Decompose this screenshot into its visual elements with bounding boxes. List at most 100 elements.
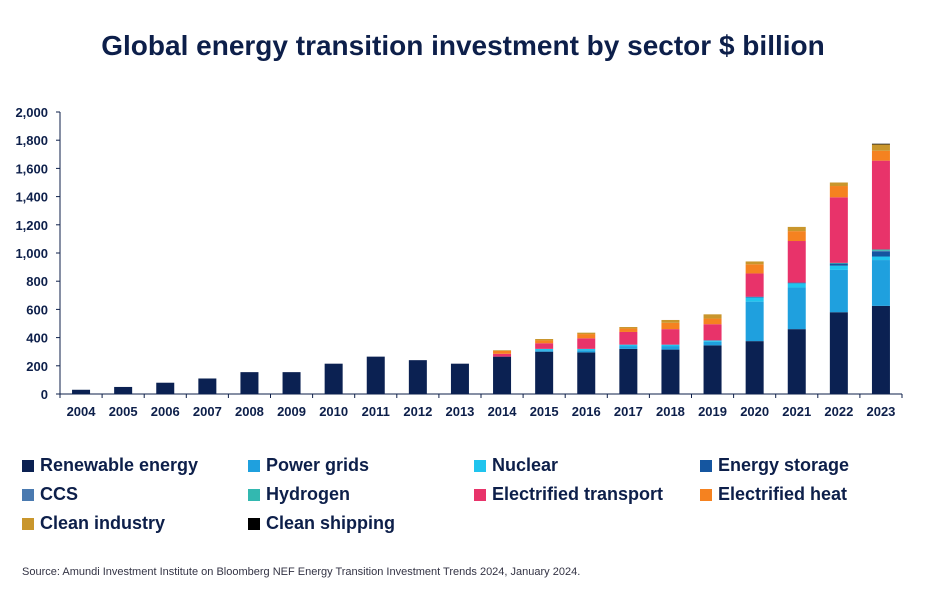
- legend-label: Electrified heat: [718, 484, 848, 504]
- legend-item: Power grids: [248, 455, 369, 476]
- x-tick-label: 2013: [445, 404, 474, 419]
- bar-segment: [745, 296, 764, 298]
- bar-segment: [493, 356, 512, 394]
- x-tick-label: 2009: [277, 404, 306, 419]
- legend-swatch: [22, 488, 34, 501]
- x-tick-label: 2018: [656, 404, 685, 419]
- bar-segment: [661, 322, 680, 330]
- x-tick-label: 2010: [319, 404, 348, 419]
- legend-label: Clean shipping: [266, 513, 396, 533]
- bar-segment: [787, 226, 806, 232]
- bar-segment: [745, 341, 764, 394]
- legend-item: Hydrogen: [248, 484, 350, 505]
- bar-segment: [787, 231, 806, 242]
- bar-segment: [661, 346, 680, 350]
- bar-segment: [787, 241, 806, 283]
- bar-segment: [829, 263, 848, 266]
- bar-segment: [829, 265, 848, 270]
- bar-segment: [871, 305, 890, 394]
- chart-title: Global energy transition investment by s…: [101, 30, 825, 61]
- x-tick-label: 2019: [698, 404, 727, 419]
- bar-segment: [703, 324, 722, 341]
- source-note: Source: Amundi Investment Institute on B…: [22, 566, 581, 578]
- y-tick-label: 400: [26, 331, 48, 346]
- bar-segment: [535, 339, 554, 341]
- bar-segment: [829, 182, 848, 187]
- bar-segment: [493, 350, 512, 351]
- bar-segment: [745, 264, 764, 274]
- bar-segment: [198, 378, 217, 394]
- bar-segment: [450, 363, 469, 394]
- bar-segment: [493, 350, 512, 354]
- bar-segment: [577, 348, 596, 351]
- bar-segment: [703, 340, 722, 342]
- legend-item: Clean industry: [22, 513, 165, 534]
- bar-segment: [871, 260, 890, 306]
- bar-segment: [661, 344, 680, 347]
- bar-segment: [619, 331, 638, 345]
- bar-segment: [324, 363, 343, 394]
- legend-label: Electrified transport: [492, 484, 664, 504]
- bar-segment: [535, 343, 554, 349]
- y-tick-label: 2,000: [15, 105, 48, 120]
- bar-segment: [787, 283, 806, 288]
- bar-segment: [577, 352, 596, 394]
- bar-segment: [787, 282, 806, 284]
- bar-segment: [577, 350, 596, 353]
- y-tick-label: 1,200: [15, 218, 48, 233]
- bar-segment: [577, 334, 596, 339]
- bar-segment: [619, 348, 638, 394]
- bar-segment: [240, 372, 259, 394]
- bar-segment: [829, 269, 848, 313]
- legend-label: Renewable energy: [40, 455, 199, 475]
- y-tick-label: 0: [41, 387, 48, 402]
- x-tick-label: 2008: [235, 404, 264, 419]
- bar-segment: [114, 386, 133, 394]
- bar-segment: [493, 353, 512, 357]
- bar-segment: [871, 143, 890, 145]
- legend-swatch: [700, 488, 712, 501]
- bar-segment: [745, 273, 764, 297]
- bar-segment: [871, 251, 890, 257]
- legend-item: Clean shipping: [248, 513, 395, 534]
- legend-item: Renewable energy: [22, 455, 198, 476]
- bar-segment: [703, 345, 722, 394]
- legend-item: Energy storage: [700, 455, 849, 476]
- bar-segment: [871, 256, 890, 261]
- bar-segment: [703, 318, 722, 325]
- x-tick-label: 2023: [866, 404, 895, 419]
- legend-label: Hydrogen: [266, 484, 351, 504]
- legend-label: CCS: [40, 484, 79, 504]
- bar-segment: [535, 348, 554, 351]
- bar-segment: [829, 262, 848, 264]
- legend-label: Nuclear: [492, 455, 559, 475]
- bar-segment: [829, 312, 848, 394]
- bar-segment: [871, 144, 890, 151]
- x-tick-label: 2005: [109, 404, 138, 419]
- bar-segment: [787, 329, 806, 394]
- bar-segment: [829, 197, 848, 263]
- x-tick-label: 2006: [151, 404, 180, 419]
- legend-swatch: [22, 459, 34, 472]
- x-tick-label: 2007: [193, 404, 222, 419]
- legend-item: Electrified heat: [700, 484, 847, 505]
- x-tick-label: 2014: [488, 404, 518, 419]
- legend-item: Nuclear: [474, 455, 558, 476]
- legend-label: Clean industry: [40, 513, 166, 533]
- bar-segment: [282, 372, 301, 394]
- bar-segment: [72, 389, 91, 394]
- bar-segment: [745, 297, 764, 302]
- bar-segment: [535, 340, 554, 344]
- bar-segment: [661, 349, 680, 394]
- bar-segment: [745, 261, 764, 265]
- bar-segment: [703, 341, 722, 346]
- y-tick-label: 600: [26, 302, 48, 317]
- legend-swatch: [474, 488, 486, 501]
- legend-label: Power grids: [266, 455, 370, 475]
- bar-segment: [577, 338, 596, 349]
- bar-segment: [535, 351, 554, 394]
- x-tick-label: 2004: [67, 404, 97, 419]
- bar-segment: [619, 328, 638, 332]
- legend-swatch: [248, 459, 260, 472]
